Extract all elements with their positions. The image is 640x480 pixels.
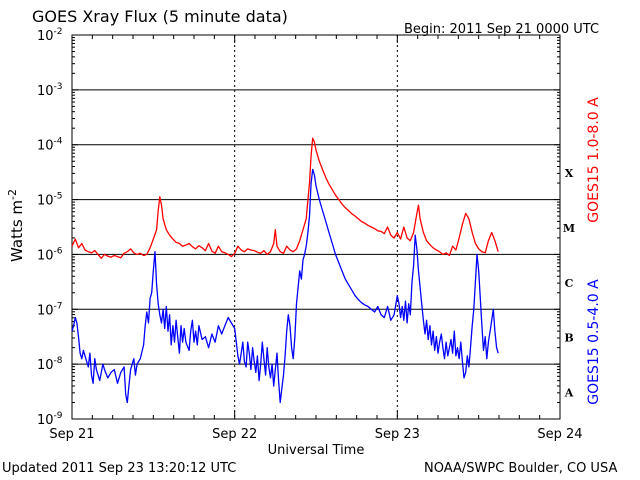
y-tick-label-exponent: -9: [54, 411, 63, 421]
series-group: [71, 137, 499, 404]
begin-label: Begin: 2011 Sep 21 0000 UTC: [404, 22, 599, 37]
y-axis-title: Watts m-2: [6, 189, 26, 262]
y-tick-label: 10-5: [37, 192, 63, 209]
y-tick-label: 10-2: [37, 27, 63, 44]
flare-class-label: B: [564, 332, 573, 345]
x-axis-title: Universal Time: [268, 443, 365, 458]
legend-long-channel: GOES15 1.0-8.0 A: [586, 97, 602, 223]
y-tick-label-base: 10: [37, 303, 54, 318]
plot-frame: [71, 34, 561, 420]
y-tick-label-base: 10: [37, 194, 54, 209]
y-tick-label-base: 10: [37, 139, 54, 154]
y-tick-label-base: 10: [37, 84, 54, 99]
legend-short-channel: GOES15 0.5-4.0 A: [586, 279, 602, 405]
series-line-long-channel: [71, 137, 499, 259]
x-axis: Sep 21 Sep 22 Sep 23 Sep 24: [49, 35, 583, 442]
y-tick-label: 10-3: [37, 82, 63, 99]
x-tick-label: Sep 23: [375, 427, 420, 442]
series-line-short-channel: [71, 168, 499, 404]
chart-title: GOES Xray Flux (5 minute data): [32, 7, 288, 26]
flare-class-label: A: [564, 387, 574, 400]
y-axis-title-text: Watts m: [8, 200, 26, 262]
y-tick-label-base: 10: [37, 413, 54, 428]
y-axis-title-exponent: -2: [6, 189, 19, 200]
y-tick-label-exponent: -6: [54, 246, 63, 256]
footer-updated: Updated 2011 Sep 23 13:20:12 UTC: [2, 461, 236, 476]
y-tick-label-base: 10: [37, 29, 54, 44]
grid: [72, 35, 560, 419]
y-tick-label-base: 10: [37, 358, 54, 373]
footer-credit: NOAA/SWPC Boulder, CO USA: [424, 461, 617, 476]
x-tick-label: Sep 24: [537, 427, 582, 442]
y-tick-label-exponent: -8: [54, 356, 63, 366]
y-tick-label: 10-7: [37, 301, 63, 318]
y-tick-label-exponent: -4: [54, 137, 63, 147]
x-tick-label: Sep 22: [212, 427, 257, 442]
x-tick-label: Sep 21: [49, 427, 94, 442]
y-tick-label: 10-4: [37, 137, 63, 154]
y-axis: 10-210-310-410-510-610-710-810-9: [37, 27, 560, 428]
y-tick-label-base: 10: [37, 248, 54, 263]
y-tick-label-exponent: -5: [54, 192, 63, 202]
flare-class-label: X: [565, 167, 574, 180]
y-tick-label: 10-8: [37, 356, 63, 373]
flare-class-label: C: [565, 277, 574, 290]
flare-class-labels: X M C B A: [563, 167, 575, 399]
y-tick-label-exponent: -7: [54, 301, 63, 311]
y-tick-label: 10-9: [37, 411, 63, 428]
y-tick-label: 10-6: [37, 246, 63, 263]
flare-class-label: M: [563, 222, 575, 235]
y-tick-label-exponent: -2: [54, 27, 63, 37]
y-tick-label-exponent: -3: [54, 82, 63, 92]
